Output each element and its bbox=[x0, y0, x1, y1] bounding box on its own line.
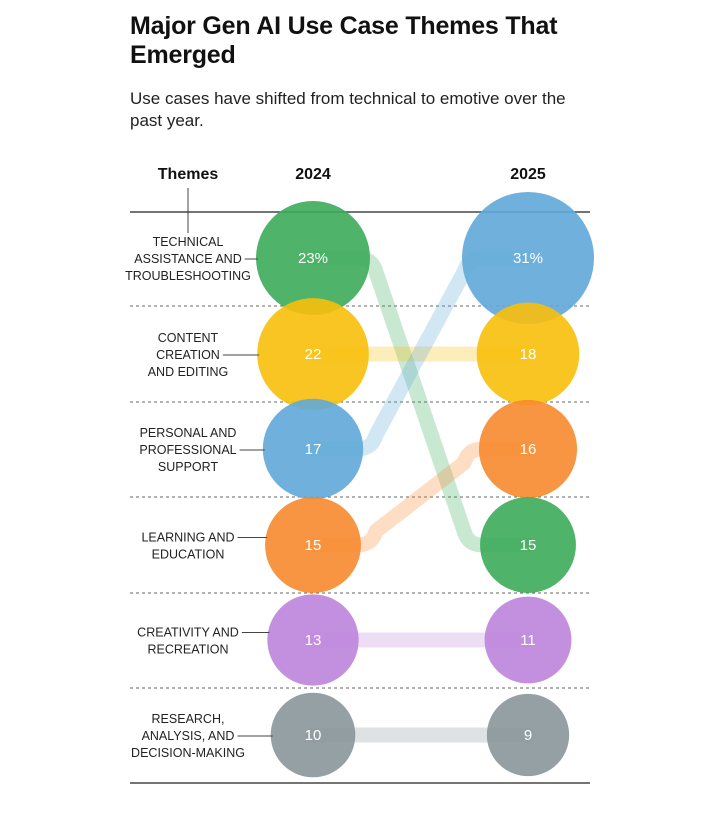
theme-label-line: DECISION-MAKING bbox=[131, 746, 245, 760]
bubble-2024-creativity bbox=[267, 594, 359, 686]
bubble-2025-technical bbox=[480, 497, 576, 593]
value-label-2024-research: 10 bbox=[305, 727, 322, 744]
theme-label-line: PERSONAL AND bbox=[140, 426, 237, 440]
theme-label-content: CONTENT CREATION AND EDITING bbox=[148, 331, 229, 379]
bubble-2024-content bbox=[257, 298, 369, 410]
year-header-2024: 2024 bbox=[295, 166, 331, 183]
bubble-2024-personal bbox=[262, 398, 364, 500]
theme-label-line: RESEARCH, bbox=[152, 712, 225, 726]
theme-label-line: EDUCATION bbox=[152, 548, 225, 562]
value-label-2024-creativity: 13 bbox=[305, 632, 322, 649]
theme-label-line: PROFESSIONAL bbox=[139, 443, 236, 457]
theme-label-line: CREATION bbox=[156, 348, 220, 362]
value-bubbles: 23% 22 17 15 13 10 31% 18 16 15 11 9 bbox=[256, 192, 594, 778]
theme-label-line: SUPPORT bbox=[158, 460, 219, 474]
value-label-2024-technical: 23% bbox=[298, 250, 328, 267]
theme-label-line: AND EDITING bbox=[148, 365, 229, 379]
year-header-2025: 2025 bbox=[510, 166, 546, 183]
value-label-2025-creativity: 11 bbox=[520, 632, 536, 649]
theme-label-learning: LEARNING AND EDUCATION bbox=[141, 531, 234, 562]
bubble-2024-learning bbox=[265, 497, 361, 593]
themes-header: Themes bbox=[158, 166, 219, 183]
bubble-2025-creativity bbox=[484, 596, 572, 684]
theme-label-line: ASSISTANCE AND bbox=[134, 252, 241, 266]
theme-label-personal: PERSONAL AND PROFESSIONAL SUPPORT bbox=[139, 426, 236, 474]
theme-label-line: TECHNICAL bbox=[153, 235, 224, 249]
value-label-2025-learning: 16 bbox=[520, 441, 537, 458]
value-label-2025-content: 18 bbox=[520, 346, 537, 363]
theme-label-line: LEARNING AND bbox=[141, 531, 234, 545]
value-label-2025-personal: 31% bbox=[513, 250, 543, 267]
value-label-2024-content: 22 bbox=[305, 346, 322, 363]
value-label-2025-research: 9 bbox=[524, 727, 532, 744]
theme-label-line: CREATIVITY AND bbox=[137, 626, 239, 640]
connector-learning bbox=[305, 441, 536, 553]
bubble-2025-research bbox=[486, 693, 570, 777]
value-label-2025-technical: 15 bbox=[520, 537, 537, 554]
value-label-2024-personal: 17 bbox=[305, 441, 322, 458]
theme-label-line: CONTENT bbox=[158, 331, 219, 345]
theme-label-research: RESEARCH, ANALYSIS, AND DECISION-MAKING bbox=[131, 712, 245, 760]
theme-label-technical: TECHNICAL ASSISTANCE AND TROUBLESHOOTING bbox=[125, 235, 251, 283]
theme-labels: TECHNICAL ASSISTANCE AND TROUBLESHOOTING CO… bbox=[125, 235, 273, 760]
value-label-2024-learning: 15 bbox=[305, 537, 322, 554]
bubble-2024-technical bbox=[256, 201, 370, 315]
theme-label-line: ANALYSIS, AND bbox=[142, 729, 235, 743]
chart-title: Major Gen AI Use Case Themes That Emerge… bbox=[130, 12, 558, 69]
bubble-2025-personal bbox=[462, 192, 594, 324]
bubble-2024-research bbox=[270, 692, 356, 778]
theme-label-creativity: CREATIVITY AND RECREATION bbox=[137, 626, 239, 657]
theme-label-line: RECREATION bbox=[147, 643, 228, 657]
chart-subtitle: Use cases have shifted from technical to… bbox=[130, 89, 566, 130]
bubble-2025-content bbox=[476, 302, 580, 406]
theme-label-line: TROUBLESHOOTING bbox=[125, 269, 251, 283]
bubble-2025-learning bbox=[478, 399, 578, 499]
column-headers: Themes 2024 2025 bbox=[158, 166, 546, 183]
